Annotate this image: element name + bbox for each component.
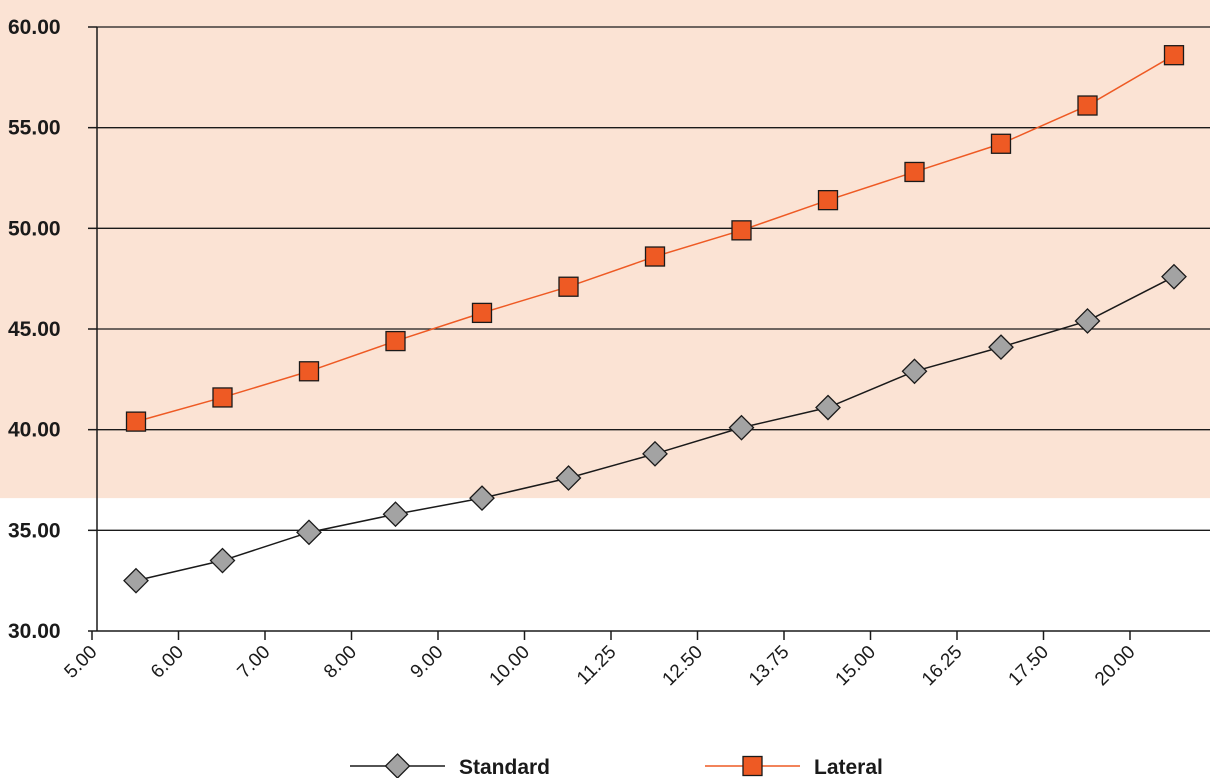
data-point-standard <box>901 358 928 385</box>
data-point-lateral <box>644 246 666 267</box>
data-point-standard <box>1161 263 1187 290</box>
data-point-standard <box>469 485 495 512</box>
y-tick-label: 40.00 <box>8 419 61 442</box>
axes <box>88 26 1210 640</box>
x-tick-label: 12.50 <box>659 642 707 690</box>
data-point-standard <box>123 567 149 594</box>
series-layer <box>123 45 1187 594</box>
x-tick-label: 16.25 <box>918 642 966 690</box>
legend-label-lateral: Lateral <box>814 756 883 778</box>
x-tick-label: 15.00 <box>832 642 880 690</box>
legend-marker-standard <box>384 753 411 778</box>
legend-marker-lateral <box>742 755 763 777</box>
x-tick-label: 17.50 <box>1005 642 1053 690</box>
x-tick-label: 10.00 <box>486 642 534 690</box>
data-point-lateral <box>1163 45 1185 66</box>
data-point-standard <box>209 547 236 574</box>
data-point-lateral <box>125 411 147 432</box>
x-tick-label: 9.00 <box>407 642 448 683</box>
data-point-lateral <box>904 161 925 183</box>
data-point-standard <box>642 440 668 467</box>
data-point-lateral <box>385 330 406 352</box>
data-point-standard <box>728 414 755 441</box>
data-point-standard <box>296 519 322 546</box>
y-tick-label: 60.00 <box>8 16 61 39</box>
data-point-lateral <box>558 276 579 297</box>
x-tick-label: 20.00 <box>1091 642 1139 690</box>
data-point-standard <box>382 501 409 528</box>
data-point-lateral <box>731 220 752 241</box>
x-tick-label: 13.75 <box>745 642 793 690</box>
x-tick-label: 5.00 <box>61 642 102 683</box>
data-point-lateral <box>212 387 233 408</box>
data-point-standard <box>555 465 582 491</box>
x-tick-label: 11.25 <box>573 642 620 689</box>
data-point-lateral <box>990 133 1012 154</box>
data-point-standard <box>988 334 1014 361</box>
x-tick-label: 6.00 <box>147 642 188 683</box>
data-point-lateral <box>817 189 839 211</box>
y-tick-label: 35.00 <box>8 519 61 542</box>
x-tick-label: 8.00 <box>320 642 361 683</box>
y-tick-label: 45.00 <box>8 318 61 341</box>
y-tick-label: 30.00 <box>8 620 61 643</box>
y-tick-labels: 30.00 35.00 40.00 45.00 50.00 55.00 60.00 <box>8 16 61 643</box>
data-point-standard <box>1074 308 1101 334</box>
gridlines <box>97 26 1210 531</box>
data-point-lateral <box>471 302 493 324</box>
y-tick-label: 55.00 <box>8 117 61 140</box>
x-tick-label: 7.00 <box>234 642 275 683</box>
y-tick-label: 50.00 <box>8 217 61 240</box>
data-point-lateral <box>298 361 320 382</box>
legend: Standard Lateral <box>350 753 883 778</box>
data-point-standard <box>815 394 841 421</box>
legend-label-standard: Standard <box>459 756 550 778</box>
data-point-lateral <box>1077 95 1098 116</box>
x-tick-labels: 5.00 6.00 7.00 8.00 9.00 10.00 11.25 12.50 13.75… <box>61 642 1140 690</box>
shaded-band <box>0 0 1210 499</box>
